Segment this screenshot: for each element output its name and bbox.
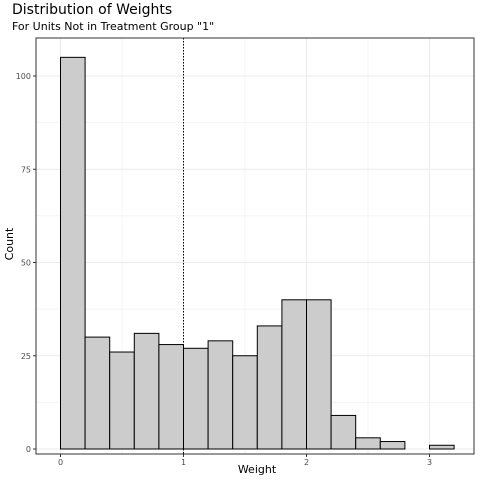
histogram-bars: [60, 56, 455, 450]
histogram-bar: [232, 355, 258, 450]
y-tick-label: 50: [21, 259, 31, 268]
y-axis-label: Count: [3, 227, 16, 260]
histogram-bar: [207, 340, 234, 450]
x-tick-label: 3: [427, 458, 432, 467]
histogram-bar: [306, 299, 332, 450]
histogram-bar: [256, 325, 283, 450]
histogram-bar: [355, 437, 381, 450]
y-tick-label: 25: [21, 352, 31, 361]
y-axis-ticks: 0 25 50 75 100: [16, 72, 36, 454]
x-tick-label: 2: [304, 458, 309, 467]
panel-border: [35, 37, 475, 455]
histogram-bar: [379, 441, 406, 450]
histogram-bar: [133, 332, 160, 450]
chart-subtitle: For Units Not in Treatment Group "1": [12, 20, 214, 33]
histogram-bar: [183, 347, 209, 450]
y-tick-label: 100: [16, 72, 31, 81]
histogram-bar: [158, 344, 184, 450]
histogram-bar: [429, 444, 455, 450]
histogram-bar: [330, 414, 357, 450]
x-axis-ticks: 0 1 2 3: [58, 454, 432, 467]
histogram-bar: [84, 336, 111, 450]
x-axis-label: Weight: [238, 463, 277, 476]
y-tick-label: 0: [26, 445, 31, 454]
x-tick-label: 1: [181, 458, 186, 467]
histogram-bar: [281, 299, 307, 450]
histogram-bar: [109, 351, 135, 450]
y-tick-label: 75: [21, 165, 31, 174]
x-tick-label: 0: [58, 458, 63, 467]
histogram-bar: [60, 56, 86, 450]
chart-title: Distribution of Weights: [12, 2, 172, 18]
